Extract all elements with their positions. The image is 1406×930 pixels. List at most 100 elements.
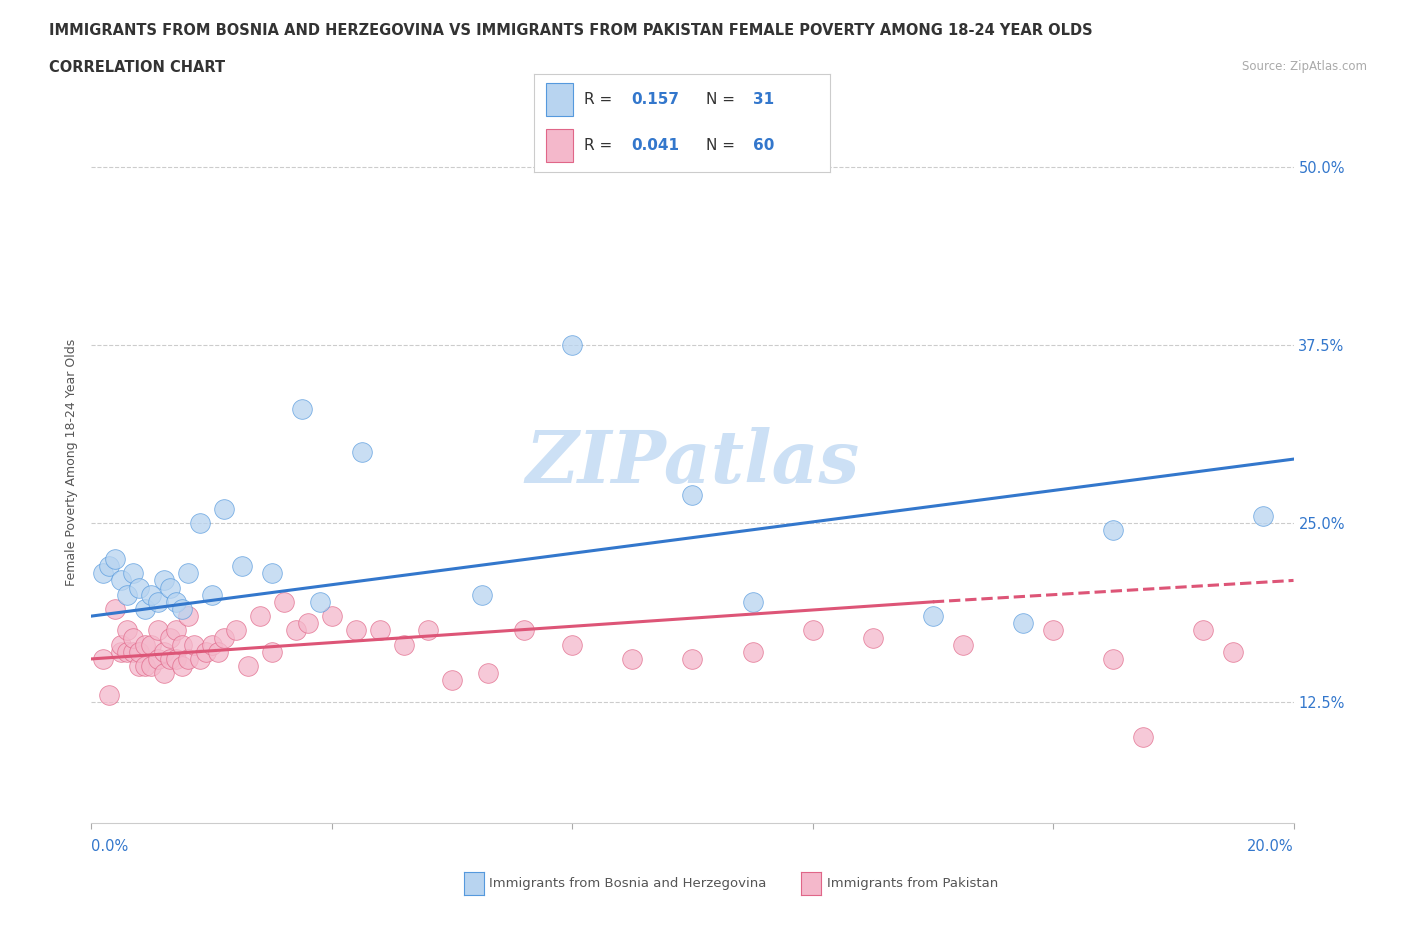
Point — [170, 602, 193, 617]
Point — [104, 551, 127, 566]
Point — [165, 623, 187, 638]
Point — [201, 637, 224, 652]
Point — [188, 652, 211, 667]
Point — [152, 666, 174, 681]
Point — [128, 580, 150, 595]
Point — [170, 658, 193, 673]
Point — [194, 644, 217, 659]
Point — [146, 594, 169, 609]
Point — [681, 487, 703, 502]
Point — [188, 516, 211, 531]
Point — [862, 630, 884, 644]
Point — [249, 608, 271, 623]
Point — [291, 402, 314, 417]
FancyBboxPatch shape — [546, 83, 572, 116]
Point — [146, 652, 169, 667]
Text: N =: N = — [706, 139, 734, 153]
Text: ZIPatlas: ZIPatlas — [526, 427, 859, 498]
Point — [344, 623, 367, 638]
Point — [212, 501, 235, 516]
Point — [152, 644, 174, 659]
Point — [350, 445, 373, 459]
Text: IMMIGRANTS FROM BOSNIA AND HERZEGOVINA VS IMMIGRANTS FROM PAKISTAN FEMALE POVERT: IMMIGRANTS FROM BOSNIA AND HERZEGOVINA V… — [49, 23, 1092, 38]
Point — [122, 630, 145, 644]
Point — [117, 623, 139, 638]
Point — [321, 608, 343, 623]
Point — [801, 623, 824, 638]
Point — [952, 637, 974, 652]
Point — [165, 652, 187, 667]
Point — [159, 630, 181, 644]
Point — [922, 608, 945, 623]
Text: 0.157: 0.157 — [631, 92, 679, 107]
Point — [513, 623, 536, 638]
Point — [308, 594, 330, 609]
Point — [1102, 523, 1125, 538]
Point — [1192, 623, 1215, 638]
Point — [260, 644, 283, 659]
Text: Source: ZipAtlas.com: Source: ZipAtlas.com — [1241, 60, 1367, 73]
Point — [741, 594, 763, 609]
Point — [176, 608, 198, 623]
Point — [392, 637, 415, 652]
Point — [440, 673, 463, 688]
Point — [93, 652, 115, 667]
Point — [183, 637, 205, 652]
Point — [1132, 730, 1154, 745]
Text: R =: R = — [585, 92, 613, 107]
Text: 0.041: 0.041 — [631, 139, 679, 153]
Point — [152, 573, 174, 588]
Point — [1042, 623, 1064, 638]
Point — [141, 658, 163, 673]
Point — [117, 587, 139, 602]
Point — [104, 602, 127, 617]
Point — [477, 666, 499, 681]
Point — [98, 559, 121, 574]
Point — [93, 565, 115, 580]
Point — [212, 630, 235, 644]
Point — [128, 658, 150, 673]
Text: Immigrants from Pakistan: Immigrants from Pakistan — [827, 877, 998, 890]
Point — [561, 637, 583, 652]
Point — [561, 338, 583, 352]
Point — [207, 644, 229, 659]
Point — [159, 580, 181, 595]
Point — [260, 565, 283, 580]
Text: Immigrants from Bosnia and Herzegovina: Immigrants from Bosnia and Herzegovina — [489, 877, 766, 890]
Point — [98, 687, 121, 702]
Point — [117, 644, 139, 659]
Point — [1222, 644, 1244, 659]
Point — [146, 623, 169, 638]
Point — [236, 658, 259, 673]
Text: 60: 60 — [752, 139, 775, 153]
Point — [122, 644, 145, 659]
Point — [1253, 509, 1275, 524]
Point — [284, 623, 307, 638]
Point — [110, 573, 132, 588]
Text: R =: R = — [585, 139, 613, 153]
Point — [122, 565, 145, 580]
Point — [231, 559, 253, 574]
Point — [273, 594, 295, 609]
Point — [297, 616, 319, 631]
Point — [134, 658, 156, 673]
Y-axis label: Female Poverty Among 18-24 Year Olds: Female Poverty Among 18-24 Year Olds — [65, 339, 79, 586]
Text: 20.0%: 20.0% — [1247, 839, 1294, 854]
Point — [681, 652, 703, 667]
Point — [165, 594, 187, 609]
Point — [741, 644, 763, 659]
Point — [1012, 616, 1035, 631]
Point — [170, 637, 193, 652]
Point — [368, 623, 391, 638]
Point — [621, 652, 644, 667]
FancyBboxPatch shape — [546, 129, 572, 163]
Point — [416, 623, 439, 638]
Point — [134, 637, 156, 652]
Point — [1102, 652, 1125, 667]
Point — [225, 623, 247, 638]
Point — [141, 587, 163, 602]
Text: CORRELATION CHART: CORRELATION CHART — [49, 60, 225, 75]
Point — [159, 652, 181, 667]
Point — [176, 652, 198, 667]
Text: 0.0%: 0.0% — [91, 839, 128, 854]
